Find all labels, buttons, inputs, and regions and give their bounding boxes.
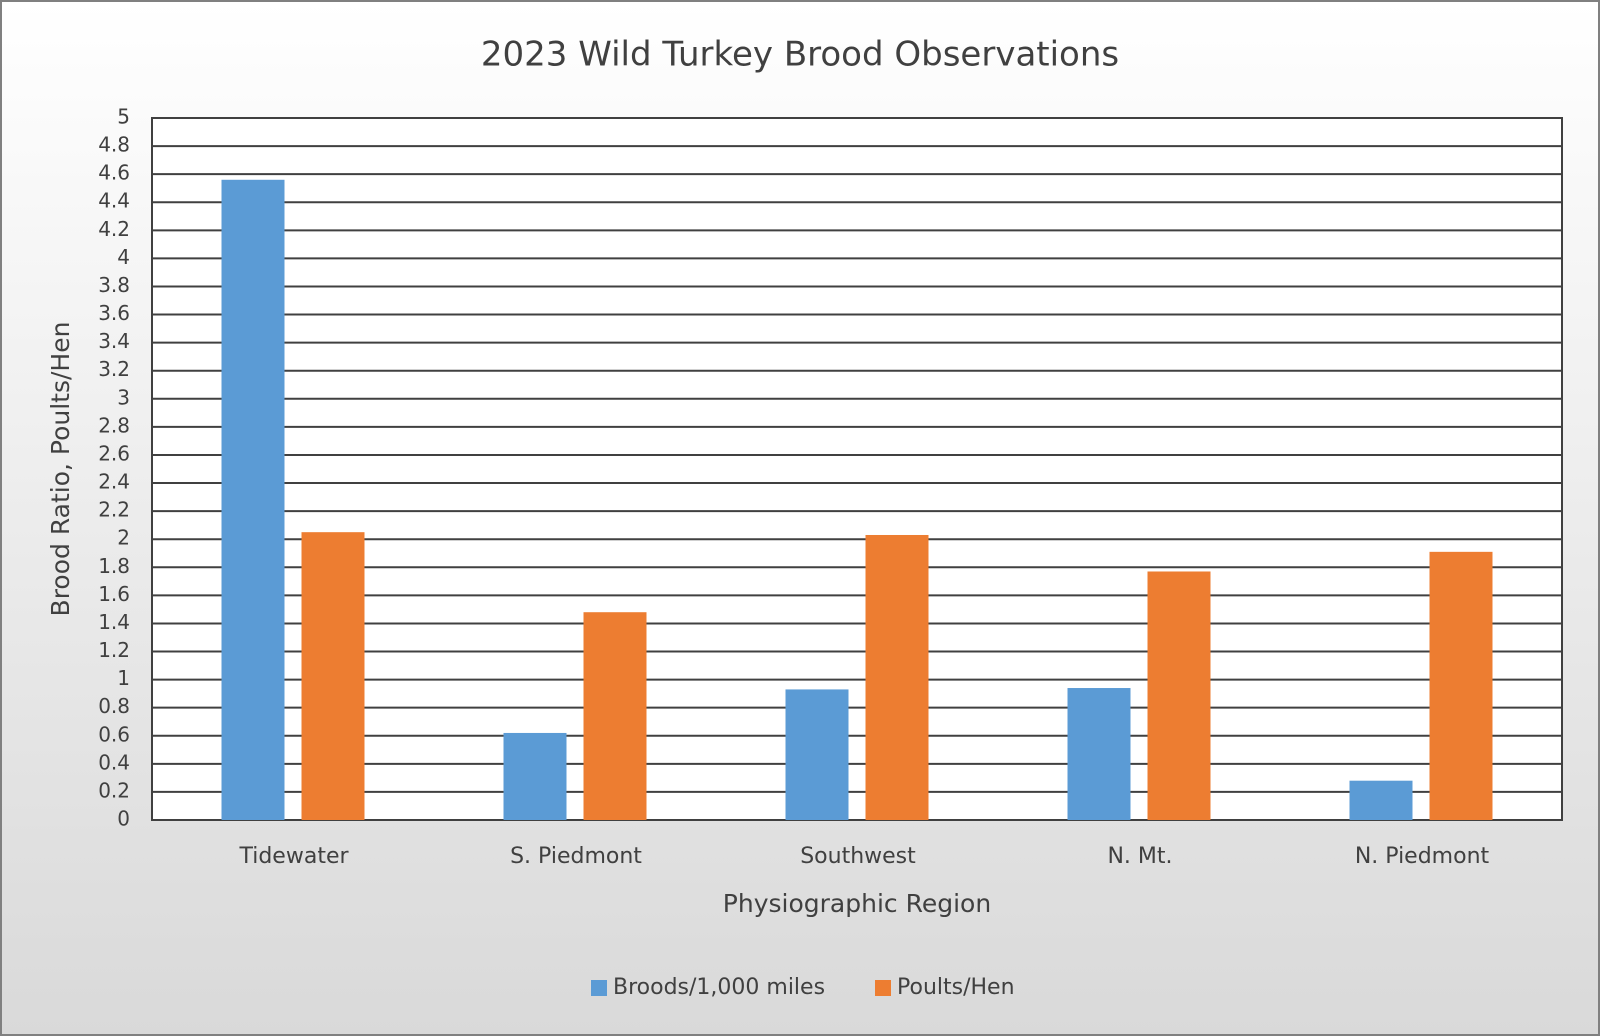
y-tick-label: 0.2 (98, 778, 130, 802)
y-tick-label: 3 (117, 385, 130, 409)
y-tick-label: 3.4 (98, 329, 130, 353)
bar (865, 534, 929, 820)
y-tick-label: 4.6 (98, 161, 130, 185)
y-tick-label: 4.4 (98, 189, 130, 213)
y-tick-label: 1.4 (98, 610, 130, 634)
bar (583, 612, 647, 820)
y-tick-label: 2.8 (98, 413, 130, 437)
y-tick-label: 4.2 (98, 217, 130, 241)
y-tick-label: 1 (117, 666, 130, 690)
bar (221, 179, 285, 820)
x-tick-label: Tidewater (238, 844, 349, 869)
bar (503, 732, 567, 820)
bar (1067, 688, 1131, 820)
y-tick-label: 4 (117, 245, 130, 269)
x-tick-label: N. Mt. (1107, 844, 1172, 869)
y-tick-label: 0.4 (98, 750, 130, 774)
y-tick-label: 0.6 (98, 722, 130, 746)
y-tick-label: 2.4 (98, 470, 130, 494)
bar (1147, 571, 1211, 820)
plot-border (151, 117, 1563, 821)
bar (1429, 551, 1493, 820)
y-tick-label: 3.6 (98, 301, 130, 325)
legend-label: Poults/Hen (897, 975, 1015, 1000)
y-tick-label: 1.8 (98, 554, 130, 578)
legend-label: Broods/1,000 miles (613, 975, 825, 1000)
y-axis-title: Brood Ratio, Poults/Hen (46, 322, 75, 617)
y-tick-label: 2.6 (98, 441, 130, 465)
y-tick-label: 1.2 (98, 638, 130, 662)
plot-background (152, 118, 1562, 820)
legend-swatch (875, 980, 891, 996)
bar (1349, 780, 1413, 820)
y-tick-label: 3.2 (98, 357, 130, 381)
y-tick-label: 2 (117, 526, 130, 550)
x-tick-label: N. Piedmont (1355, 844, 1490, 869)
x-axis-title: Physiographic Region (723, 889, 991, 918)
y-tick-label: 3.8 (98, 273, 130, 297)
x-tick-label: S. Piedmont (510, 844, 642, 869)
y-tick-label: 4.8 (98, 133, 130, 157)
y-tick-label: 0 (117, 807, 130, 831)
y-tick-label: 0.8 (98, 694, 130, 718)
y-tick-label: 2.2 (98, 498, 130, 522)
x-tick-label: Southwest (800, 844, 916, 869)
y-tick-label: 1.6 (98, 582, 130, 606)
bar (301, 532, 365, 820)
y-tick-label: 5 (117, 105, 130, 129)
chart-title: 2023 Wild Turkey Brood Observations (481, 35, 1119, 75)
legend-swatch (591, 980, 607, 996)
bar (785, 689, 849, 820)
